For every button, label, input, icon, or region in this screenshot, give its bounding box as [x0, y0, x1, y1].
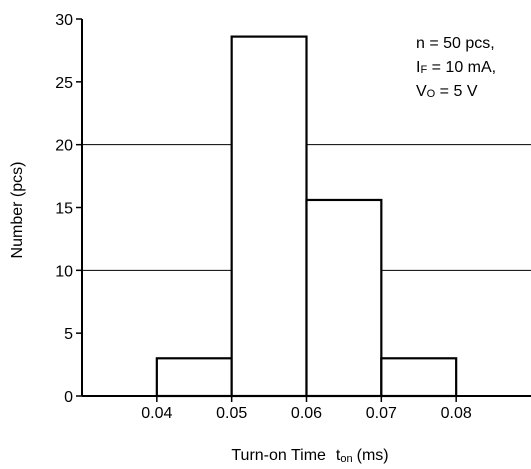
y-tick-label: 20 [55, 138, 73, 155]
x-axis-unit: (ms) [357, 447, 389, 464]
x-tick-label: 0.04 [141, 405, 172, 422]
annotation-if-rest: = 10 mA, [427, 59, 496, 76]
annotation-vo-rest: = 5 V [435, 83, 478, 100]
annotation-line-3: VO = 5 V [416, 83, 478, 100]
histogram-bar [155, 357, 233, 398]
annotation-if-main: I [416, 59, 420, 76]
x-axis-symbol: t [336, 447, 341, 464]
annotation-vo-sub: O [427, 88, 436, 100]
y-tick-labels: 0 5 10 15 20 25 30 [55, 12, 73, 406]
x-tick-label: 0.08 [441, 405, 472, 422]
x-axis-label: Turn-on Time ton (ms) [231, 447, 388, 465]
x-axis-symbol-sub: on [340, 453, 352, 465]
axes [76, 18, 531, 402]
y-tick-label: 10 [55, 263, 73, 280]
annotation-box: n = 50 pcs, IF = 10 mA, VO = 5 V [416, 35, 496, 100]
annotation-vo-main: V [416, 83, 427, 100]
x-tick-label: 0.06 [291, 405, 322, 422]
x-tick-label: 0.07 [366, 405, 397, 422]
y-tick-label: 15 [55, 201, 73, 218]
x-tick-label: 0.05 [216, 405, 247, 422]
y-tick-label: 5 [64, 326, 73, 343]
x-tick-labels: 0.04 0.05 0.06 0.07 0.08 [141, 405, 472, 422]
y-tick-label: 0 [64, 389, 73, 406]
histogram-bar [380, 357, 458, 398]
y-tick-label: 25 [55, 75, 73, 92]
y-tick-label: 30 [55, 12, 73, 29]
histogram-bar [230, 35, 308, 398]
annotation-if-sub: F [420, 64, 427, 76]
histogram-bar [305, 198, 383, 398]
bars [155, 35, 458, 398]
x-axis-label-text: Turn-on Time [231, 447, 326, 464]
y-axis-label: Number (pcs) [9, 162, 26, 259]
annotation-line-2: IF = 10 mA, [416, 59, 496, 76]
annotation-line-1: n = 50 pcs, [416, 35, 495, 52]
